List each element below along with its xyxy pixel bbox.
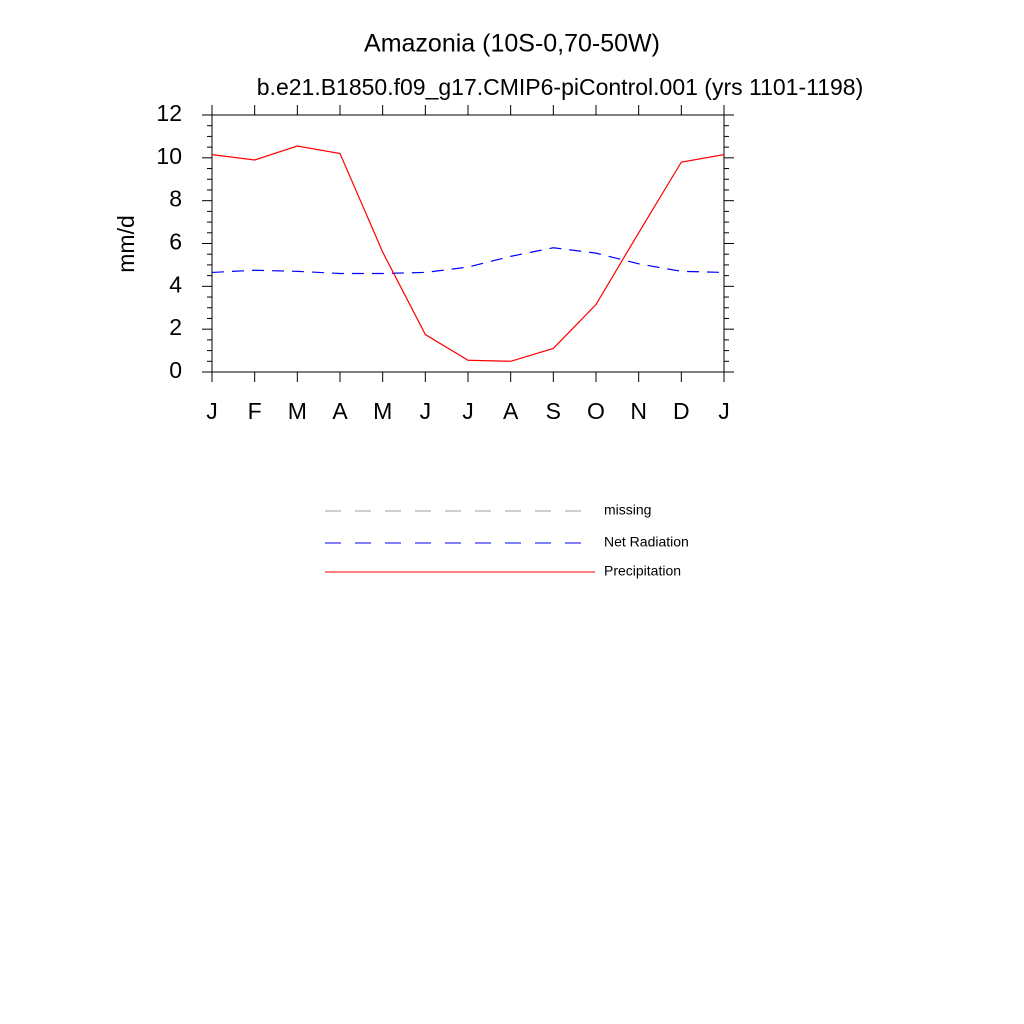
y-tick-label: 10	[156, 143, 182, 169]
x-tick-label: N	[630, 398, 647, 424]
x-tick-label: S	[546, 398, 561, 424]
x-tick-label: D	[673, 398, 690, 424]
legend-label: missing	[604, 502, 651, 518]
legend-label: Net Radiation	[604, 534, 689, 550]
chart-title: Amazonia (10S-0,70-50W)	[364, 30, 660, 58]
legend-label: Precipitation	[604, 563, 681, 579]
x-tick-label: M	[373, 398, 392, 424]
chart-subtitle: b.e21.B1850.f09_g17.CMIP6-piControl.001 …	[257, 74, 863, 100]
data-line	[211, 145, 725, 362]
y-tick-label: 0	[169, 357, 182, 383]
x-tick-label: A	[503, 398, 519, 424]
y-tick-label: 4	[169, 271, 182, 297]
x-tick-label: J	[206, 398, 218, 424]
y-tick-label: 6	[169, 229, 182, 255]
y-tick-label: 2	[169, 314, 182, 340]
y-tick-label: 12	[156, 100, 182, 126]
x-tick-label: J	[718, 398, 730, 424]
y-axis-label: mm/d	[113, 215, 139, 273]
x-tick-label: J	[420, 398, 432, 424]
x-tick-label: F	[248, 398, 262, 424]
y-tick-label: 8	[169, 186, 182, 212]
x-tick-label: O	[587, 398, 605, 424]
x-tick-label: J	[462, 398, 474, 424]
data-line	[211, 247, 725, 275]
x-tick-label: A	[332, 398, 348, 424]
x-tick-label: M	[288, 398, 307, 424]
